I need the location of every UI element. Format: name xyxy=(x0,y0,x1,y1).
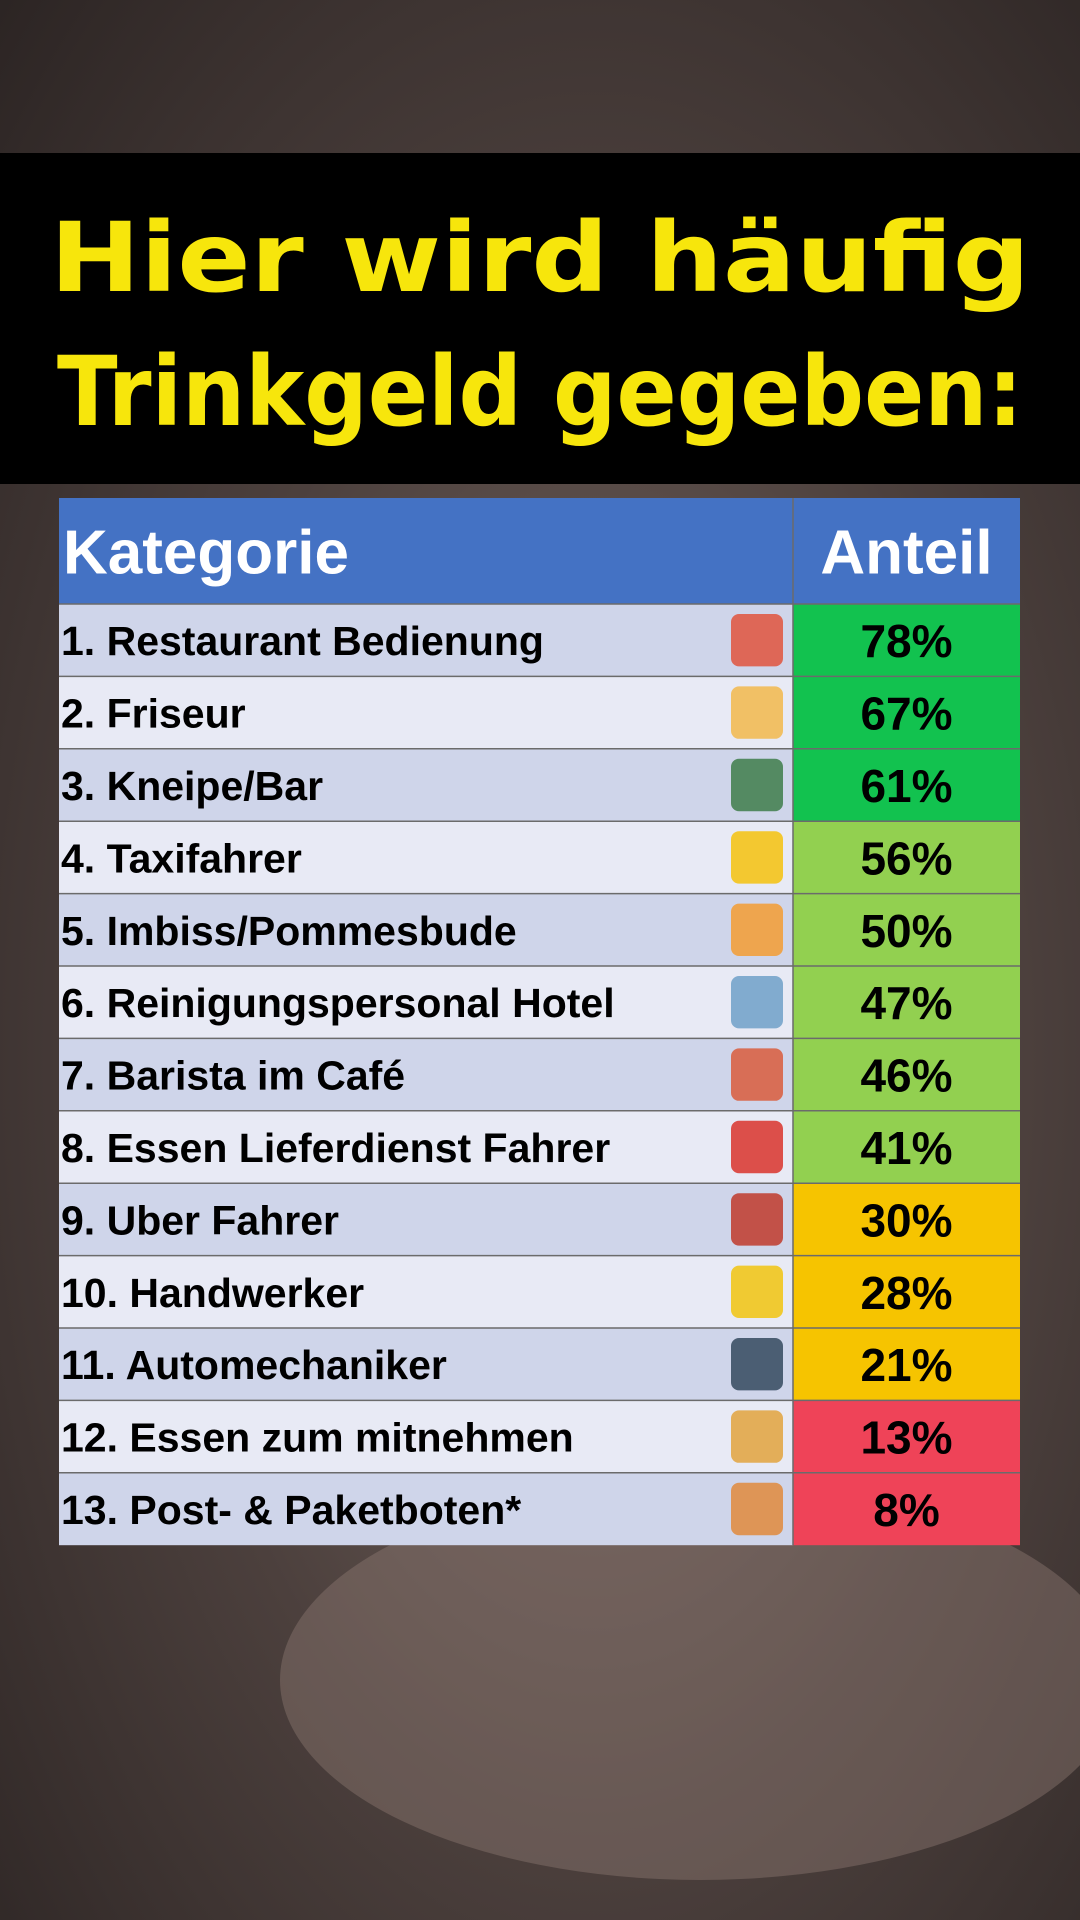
title-line: Trinkgeld gegeben: xyxy=(57,336,1023,448)
share-cell xyxy=(793,604,1020,677)
share-value: 46% xyxy=(860,1050,952,1102)
share-cell xyxy=(793,1255,1020,1328)
category-icon xyxy=(731,976,783,1029)
category-label: 6. Reinigungspersonal Hotel xyxy=(61,980,615,1026)
category-icon xyxy=(731,1048,783,1101)
share-cell xyxy=(793,966,1020,1039)
share-value: 61% xyxy=(860,760,952,812)
category-icon xyxy=(731,1338,783,1391)
share-cell xyxy=(793,676,1020,749)
row-background xyxy=(59,1110,793,1184)
row-background xyxy=(59,676,793,749)
table: Kategorie Anteil 1. Restaurant Bedienung 78… xyxy=(59,498,1020,1546)
share-value: 28% xyxy=(860,1267,952,1319)
category-icon xyxy=(731,1193,783,1246)
share-cell xyxy=(793,1328,1020,1401)
category-label: 7. Barista im Café xyxy=(61,1053,405,1099)
share-value: 41% xyxy=(860,1122,952,1174)
row-background xyxy=(59,1255,793,1328)
row-background xyxy=(59,1400,793,1473)
row-background xyxy=(59,604,793,677)
category-label: 11. Automechaniker xyxy=(61,1342,447,1388)
row-background xyxy=(59,1328,793,1401)
share-value: 8% xyxy=(873,1484,939,1536)
category-icon xyxy=(731,1482,783,1536)
share-value: 78% xyxy=(860,615,952,667)
share-value: 67% xyxy=(860,688,952,740)
category-label: 2. Friseur xyxy=(61,691,246,737)
category-icon xyxy=(731,1120,783,1174)
share-value: 30% xyxy=(860,1194,952,1246)
row-background xyxy=(59,821,793,894)
share-cell xyxy=(793,893,1020,966)
share-value: 50% xyxy=(860,905,952,957)
category-label: 5. Imbiss/Pommesbude xyxy=(61,908,517,954)
share-cell xyxy=(793,1400,1020,1473)
share-cell xyxy=(793,748,1020,822)
row-background xyxy=(59,1038,793,1111)
row-background xyxy=(59,966,793,1039)
title-band xyxy=(0,153,1080,484)
category-icon xyxy=(731,831,783,884)
category-label: 3. Kneipe/Bar xyxy=(61,763,323,809)
row-background xyxy=(59,1472,793,1546)
share-cell xyxy=(793,1110,1020,1184)
share-value: 21% xyxy=(860,1339,952,1391)
category-icon xyxy=(731,1410,783,1463)
column-header: Anteil xyxy=(820,519,992,588)
title-line: Hier wird häufig xyxy=(50,202,1030,314)
background-hand xyxy=(280,1480,1080,1880)
share-value: 13% xyxy=(860,1412,952,1464)
share-cell xyxy=(793,1183,1020,1256)
header-row xyxy=(59,498,1020,604)
category-icon xyxy=(731,903,783,956)
category-label: 4. Taxifahrer xyxy=(61,835,302,881)
category-icon xyxy=(731,686,783,739)
row-background xyxy=(59,748,793,822)
share-value: 47% xyxy=(860,977,952,1029)
category-icon xyxy=(731,1265,783,1318)
category-label: 1. Restaurant Bedienung xyxy=(61,618,544,664)
share-cell xyxy=(793,1038,1020,1111)
category-label: 12. Essen zum mitnehmen xyxy=(61,1415,574,1461)
row-background xyxy=(59,893,793,966)
category-label: 9. Uber Fahrer xyxy=(61,1197,339,1243)
category-label: 13. Post- & Paketboten* xyxy=(61,1487,521,1533)
category-label: 8. Essen Lieferdienst Fahrer xyxy=(61,1125,610,1171)
row-background xyxy=(59,1183,793,1256)
share-cell xyxy=(793,1472,1020,1546)
column-header: Kategorie xyxy=(63,519,349,588)
category-icon xyxy=(731,614,783,667)
share-value: 56% xyxy=(860,832,952,884)
category-label: 10. Handwerker xyxy=(61,1270,364,1316)
share-cell xyxy=(793,821,1020,894)
category-icon xyxy=(731,758,783,812)
